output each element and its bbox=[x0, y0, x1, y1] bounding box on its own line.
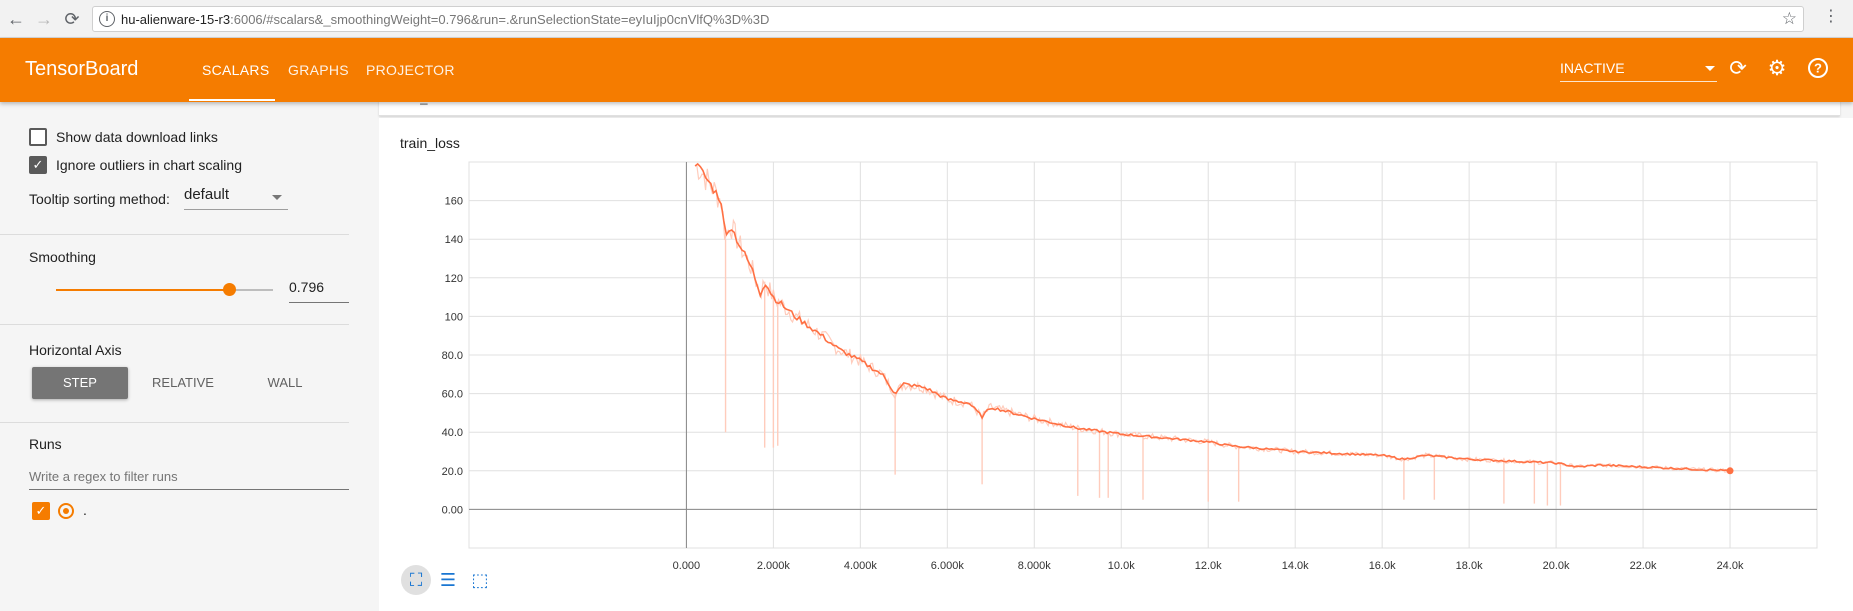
active-tab-indicator bbox=[189, 99, 275, 101]
reload-icon[interactable]: ⟳ bbox=[64, 9, 80, 29]
tab-scalars[interactable]: SCALARS bbox=[202, 62, 270, 78]
sidebar: Show data download links ✓ Ignore outlie… bbox=[0, 102, 378, 611]
settings-gear-icon[interactable]: ⚙ bbox=[1767, 57, 1787, 80]
y-tick-label: 80.0 bbox=[442, 350, 463, 362]
run-color-swatch[interactable] bbox=[58, 503, 74, 519]
smoothing-slider-thumb[interactable] bbox=[222, 283, 236, 296]
y-tick-label: 160 bbox=[445, 196, 463, 208]
smoothed-series-line bbox=[694, 162, 1729, 472]
series-endpoint-marker bbox=[1726, 467, 1734, 475]
tab-projector[interactable]: PROJECTOR bbox=[366, 62, 455, 78]
tooltip-sorting-select[interactable]: default bbox=[184, 186, 288, 210]
y-tick-label: 60.0 bbox=[442, 389, 463, 401]
help-icon[interactable]: ? bbox=[1806, 57, 1830, 81]
ignore-outliers-checkbox[interactable]: ✓ bbox=[29, 156, 47, 174]
axis-step-button[interactable]: STEP bbox=[32, 367, 128, 399]
y-tick-label: 0.00 bbox=[442, 504, 463, 516]
y-tick-label: 40.0 bbox=[442, 427, 463, 439]
dropdown-arrow-icon bbox=[1705, 66, 1715, 71]
x-tick-label: 6.000k bbox=[931, 560, 965, 570]
x-tick-label: 4.000k bbox=[844, 560, 878, 570]
browser-toolbar: ← → ⟳ i hu-alienware-15-r3:6006/#scalars… bbox=[0, 0, 1853, 38]
app-title: TensorBoard bbox=[25, 58, 139, 80]
train-loss-chart[interactable]: 0.000 2.000k 4.000k 6.000k 8.000k 10.0k 12.0k 1… bbox=[379, 150, 1853, 570]
axis-relative-button[interactable]: RELATIVE bbox=[152, 375, 214, 390]
raw-series-line bbox=[695, 165, 1731, 473]
x-tick-label: 8.000k bbox=[1018, 560, 1052, 570]
browser-menu-icon[interactable]: ⋮ bbox=[1823, 8, 1839, 25]
horizontal-axis-label: Horizontal Axis bbox=[29, 342, 122, 358]
app-header: TensorBoard SCALARS GRAPHS PROJECTOR INA… bbox=[0, 38, 1853, 102]
x-tick-label: 22.0k bbox=[1630, 560, 1657, 570]
svg-text:?: ? bbox=[1814, 61, 1822, 76]
axis-wall-button[interactable]: WALL bbox=[267, 375, 303, 390]
back-icon[interactable]: ← bbox=[7, 9, 25, 29]
y-tick-label: 20.0 bbox=[442, 466, 463, 478]
ignore-outliers-label: Ignore outliers in chart scaling bbox=[56, 157, 242, 173]
divider bbox=[0, 234, 349, 235]
show-download-links-checkbox[interactable] bbox=[29, 128, 47, 146]
runs-label: Runs bbox=[29, 436, 62, 452]
select-arrow-icon bbox=[272, 195, 282, 200]
run-checkbox[interactable]: ✓ bbox=[32, 502, 50, 520]
bookmark-star-icon[interactable]: ☆ bbox=[1781, 9, 1797, 28]
toggle-log-scale-icon[interactable]: ☰ bbox=[439, 570, 457, 590]
refresh-icon[interactable]: ⟳ bbox=[1729, 57, 1747, 80]
y-tick-label: 100 bbox=[445, 311, 463, 323]
tooltip-sorting-label: Tooltip sorting method: bbox=[29, 191, 170, 207]
smoothing-label: Smoothing bbox=[29, 249, 96, 265]
tooltip-sorting-value: default bbox=[184, 186, 230, 203]
x-tick-label: 24.0k bbox=[1717, 560, 1744, 570]
chart-title: train_loss bbox=[400, 135, 460, 151]
runs-filter-input[interactable]: Write a regex to filter runs bbox=[29, 466, 349, 490]
divider bbox=[0, 422, 349, 423]
run-name: . bbox=[83, 502, 87, 518]
y-tick-label: 120 bbox=[445, 273, 463, 285]
x-tick-label: 2.000k bbox=[757, 560, 791, 570]
forward-icon[interactable]: → bbox=[35, 9, 53, 29]
inactive-label: INACTIVE bbox=[1560, 60, 1625, 76]
info-icon[interactable]: i bbox=[99, 11, 115, 27]
show-download-links-label: Show data download links bbox=[56, 129, 218, 145]
fullscreen-icon[interactable]: ⛶ bbox=[401, 565, 431, 595]
x-tick-label: 14.0k bbox=[1282, 560, 1309, 570]
fit-domain-icon[interactable]: ⬚ bbox=[471, 570, 489, 590]
inactive-dashboards-dropdown[interactable]: INACTIVE bbox=[1560, 60, 1717, 82]
smoothing-slider-fill bbox=[56, 289, 229, 291]
x-tick-label: 10.0k bbox=[1108, 560, 1135, 570]
x-tick-label: 12.0k bbox=[1195, 560, 1222, 570]
smoothing-slider[interactable] bbox=[56, 283, 273, 296]
x-tick-label: 0.000 bbox=[673, 560, 701, 570]
url-text[interactable]: hu-alienware-15-r3:6006/#scalars&_smooth… bbox=[121, 12, 770, 27]
y-tick-label: 140 bbox=[445, 234, 463, 246]
tab-graphs[interactable]: GRAPHS bbox=[288, 62, 349, 78]
x-tick-label: 18.0k bbox=[1456, 560, 1483, 570]
divider bbox=[0, 324, 349, 325]
x-tick-label: 16.0k bbox=[1369, 560, 1396, 570]
address-bar[interactable]: i hu-alienware-15-r3:6006/#scalars&_smoo… bbox=[92, 6, 1804, 32]
smoothing-input[interactable]: 0.796 bbox=[289, 279, 349, 303]
x-tick-label: 20.0k bbox=[1543, 560, 1570, 570]
